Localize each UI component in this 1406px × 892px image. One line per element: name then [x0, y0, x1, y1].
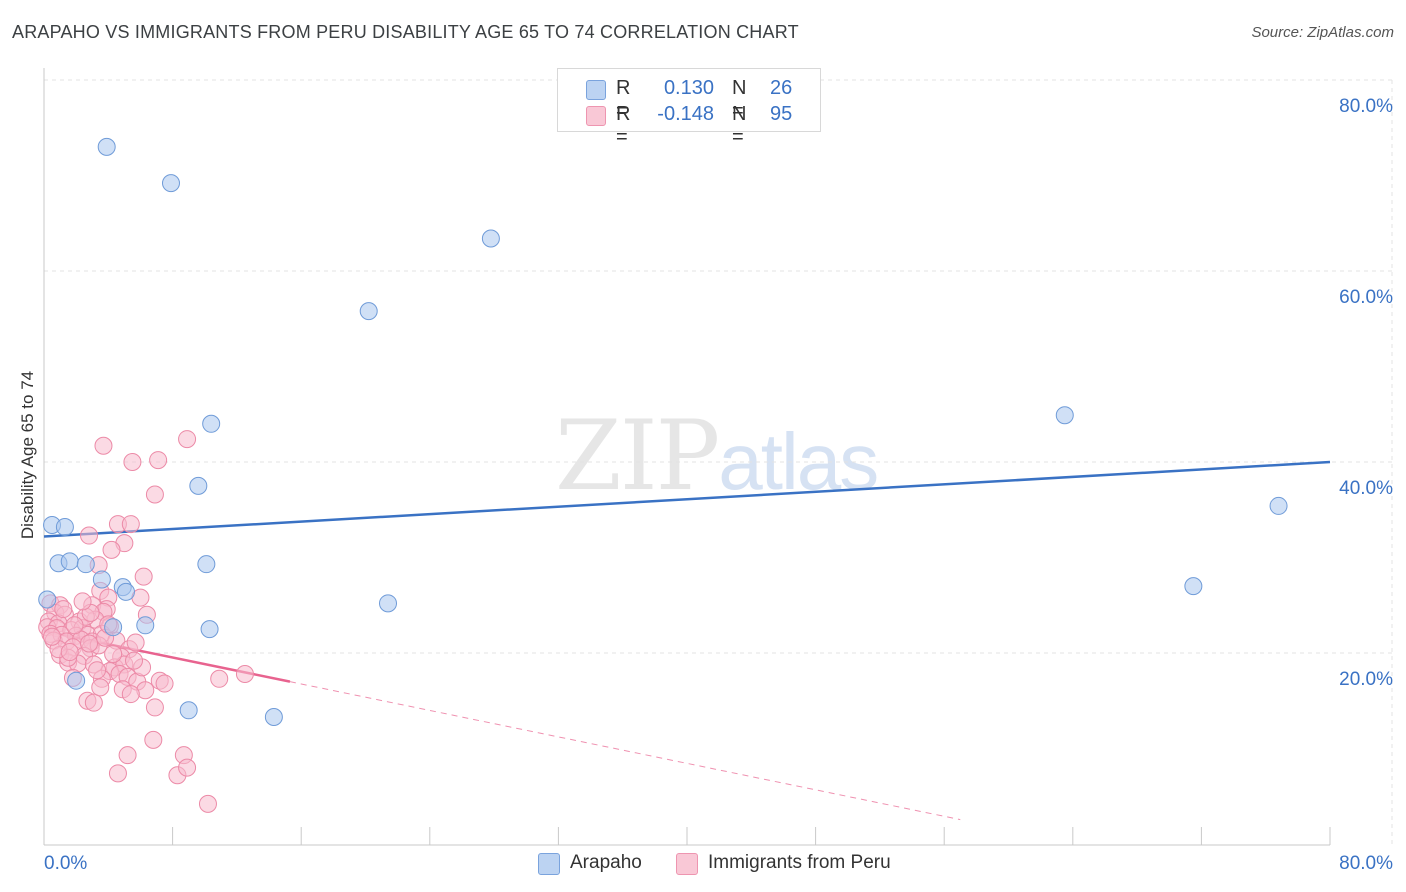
r-value: -0.148	[657, 103, 714, 125]
arapaho-point	[76, 555, 95, 574]
arapaho-point	[38, 590, 57, 609]
grid	[44, 79, 1393, 845]
arapaho-point	[1184, 577, 1203, 596]
peru-point	[60, 643, 79, 662]
watermark-zip: ZIP	[555, 400, 720, 512]
peru-point	[149, 451, 168, 470]
r-label: R =	[616, 103, 631, 148]
peru-trend-extension	[289, 681, 961, 821]
n-label: N =	[732, 77, 747, 122]
arapaho-point	[189, 476, 208, 495]
arapaho-legend-swatch	[538, 853, 560, 875]
arapaho-point	[97, 137, 116, 156]
peru-point	[145, 698, 164, 717]
arapaho-point	[202, 414, 221, 433]
peru-point	[134, 567, 153, 586]
peru-point	[54, 600, 73, 619]
arapaho-point	[200, 620, 219, 639]
peru-legend-label: Immigrants from Peru	[708, 852, 891, 873]
axes	[43, 68, 1331, 846]
peru-point	[121, 515, 140, 534]
arapaho-point	[161, 174, 180, 193]
peru-point	[178, 758, 197, 777]
arapaho-point	[481, 229, 500, 248]
peru-point	[126, 633, 145, 652]
tick-labels: 20.0% 40.0% 60.0% 80.0% 0.0% 80.0%	[44, 96, 1393, 874]
peru-point	[94, 436, 113, 455]
arapaho-point	[104, 618, 123, 637]
peru-point	[65, 616, 84, 635]
peru-point	[88, 661, 107, 680]
arapaho-point	[60, 552, 79, 571]
x-tick-label-min: 0.0%	[44, 853, 87, 874]
arapaho-point	[55, 517, 74, 536]
arapaho-legend-label: Arapaho	[570, 852, 642, 873]
arapaho-point	[136, 616, 155, 635]
peru-point	[80, 634, 99, 653]
y-tick-label: 60.0%	[1339, 287, 1393, 308]
data-points	[38, 137, 1288, 813]
peru-point	[178, 430, 197, 449]
y-tick-label: 40.0%	[1339, 478, 1393, 499]
peru-point	[104, 644, 123, 663]
peru-point	[145, 485, 164, 504]
peru-swatch	[586, 106, 606, 126]
peru-point	[144, 730, 163, 749]
arapaho-swatch	[586, 80, 606, 100]
arapaho-point	[379, 594, 398, 613]
n-value: 95	[770, 103, 793, 125]
peru-point	[123, 453, 142, 471]
peru-point	[73, 592, 92, 611]
arapaho-point	[92, 570, 111, 589]
peru-point	[155, 674, 174, 693]
arapaho-point	[179, 701, 198, 720]
y-tick-label: 80.0%	[1339, 96, 1393, 117]
arapaho-point	[116, 582, 135, 601]
n-label: N =	[732, 103, 747, 148]
arapaho-trend-line	[43, 460, 1331, 538]
r-value: 0.130	[663, 77, 714, 99]
peru-point	[43, 627, 62, 646]
peru-point	[84, 693, 103, 712]
arapaho-point	[1055, 406, 1074, 425]
y-axis-label: Disability Age 65 to 74	[18, 370, 37, 540]
source-label: Source: ZipAtlas.com	[1251, 24, 1394, 41]
arapaho-point	[67, 671, 86, 690]
peru-point	[102, 540, 121, 559]
x-tick-label-max: 80.0%	[1339, 853, 1393, 874]
n-value: 26	[770, 77, 793, 99]
peru-point	[80, 526, 99, 545]
peru-point	[235, 665, 254, 684]
arapaho-point	[1269, 496, 1288, 515]
peru-legend-swatch	[676, 853, 698, 875]
peru-point	[125, 651, 144, 670]
peru-point	[108, 764, 127, 783]
peru-point	[198, 794, 217, 813]
y-tick-label: 20.0%	[1339, 669, 1393, 690]
r-label: R =	[616, 77, 631, 122]
arapaho-point	[359, 302, 378, 321]
arapaho-point	[264, 707, 283, 726]
arapaho-point	[197, 555, 216, 574]
peru-point	[121, 685, 140, 704]
correlation-legend: R = 0.130 N = 26 R = -0.148 N = 95	[557, 68, 821, 148]
chart-title: ARAPAHO VS IMMIGRANTS FROM PERU DISABILI…	[12, 22, 799, 42]
peru-point	[210, 669, 229, 688]
peru-point	[118, 746, 137, 765]
peru-point	[91, 678, 110, 697]
trend-lines	[43, 460, 1331, 821]
